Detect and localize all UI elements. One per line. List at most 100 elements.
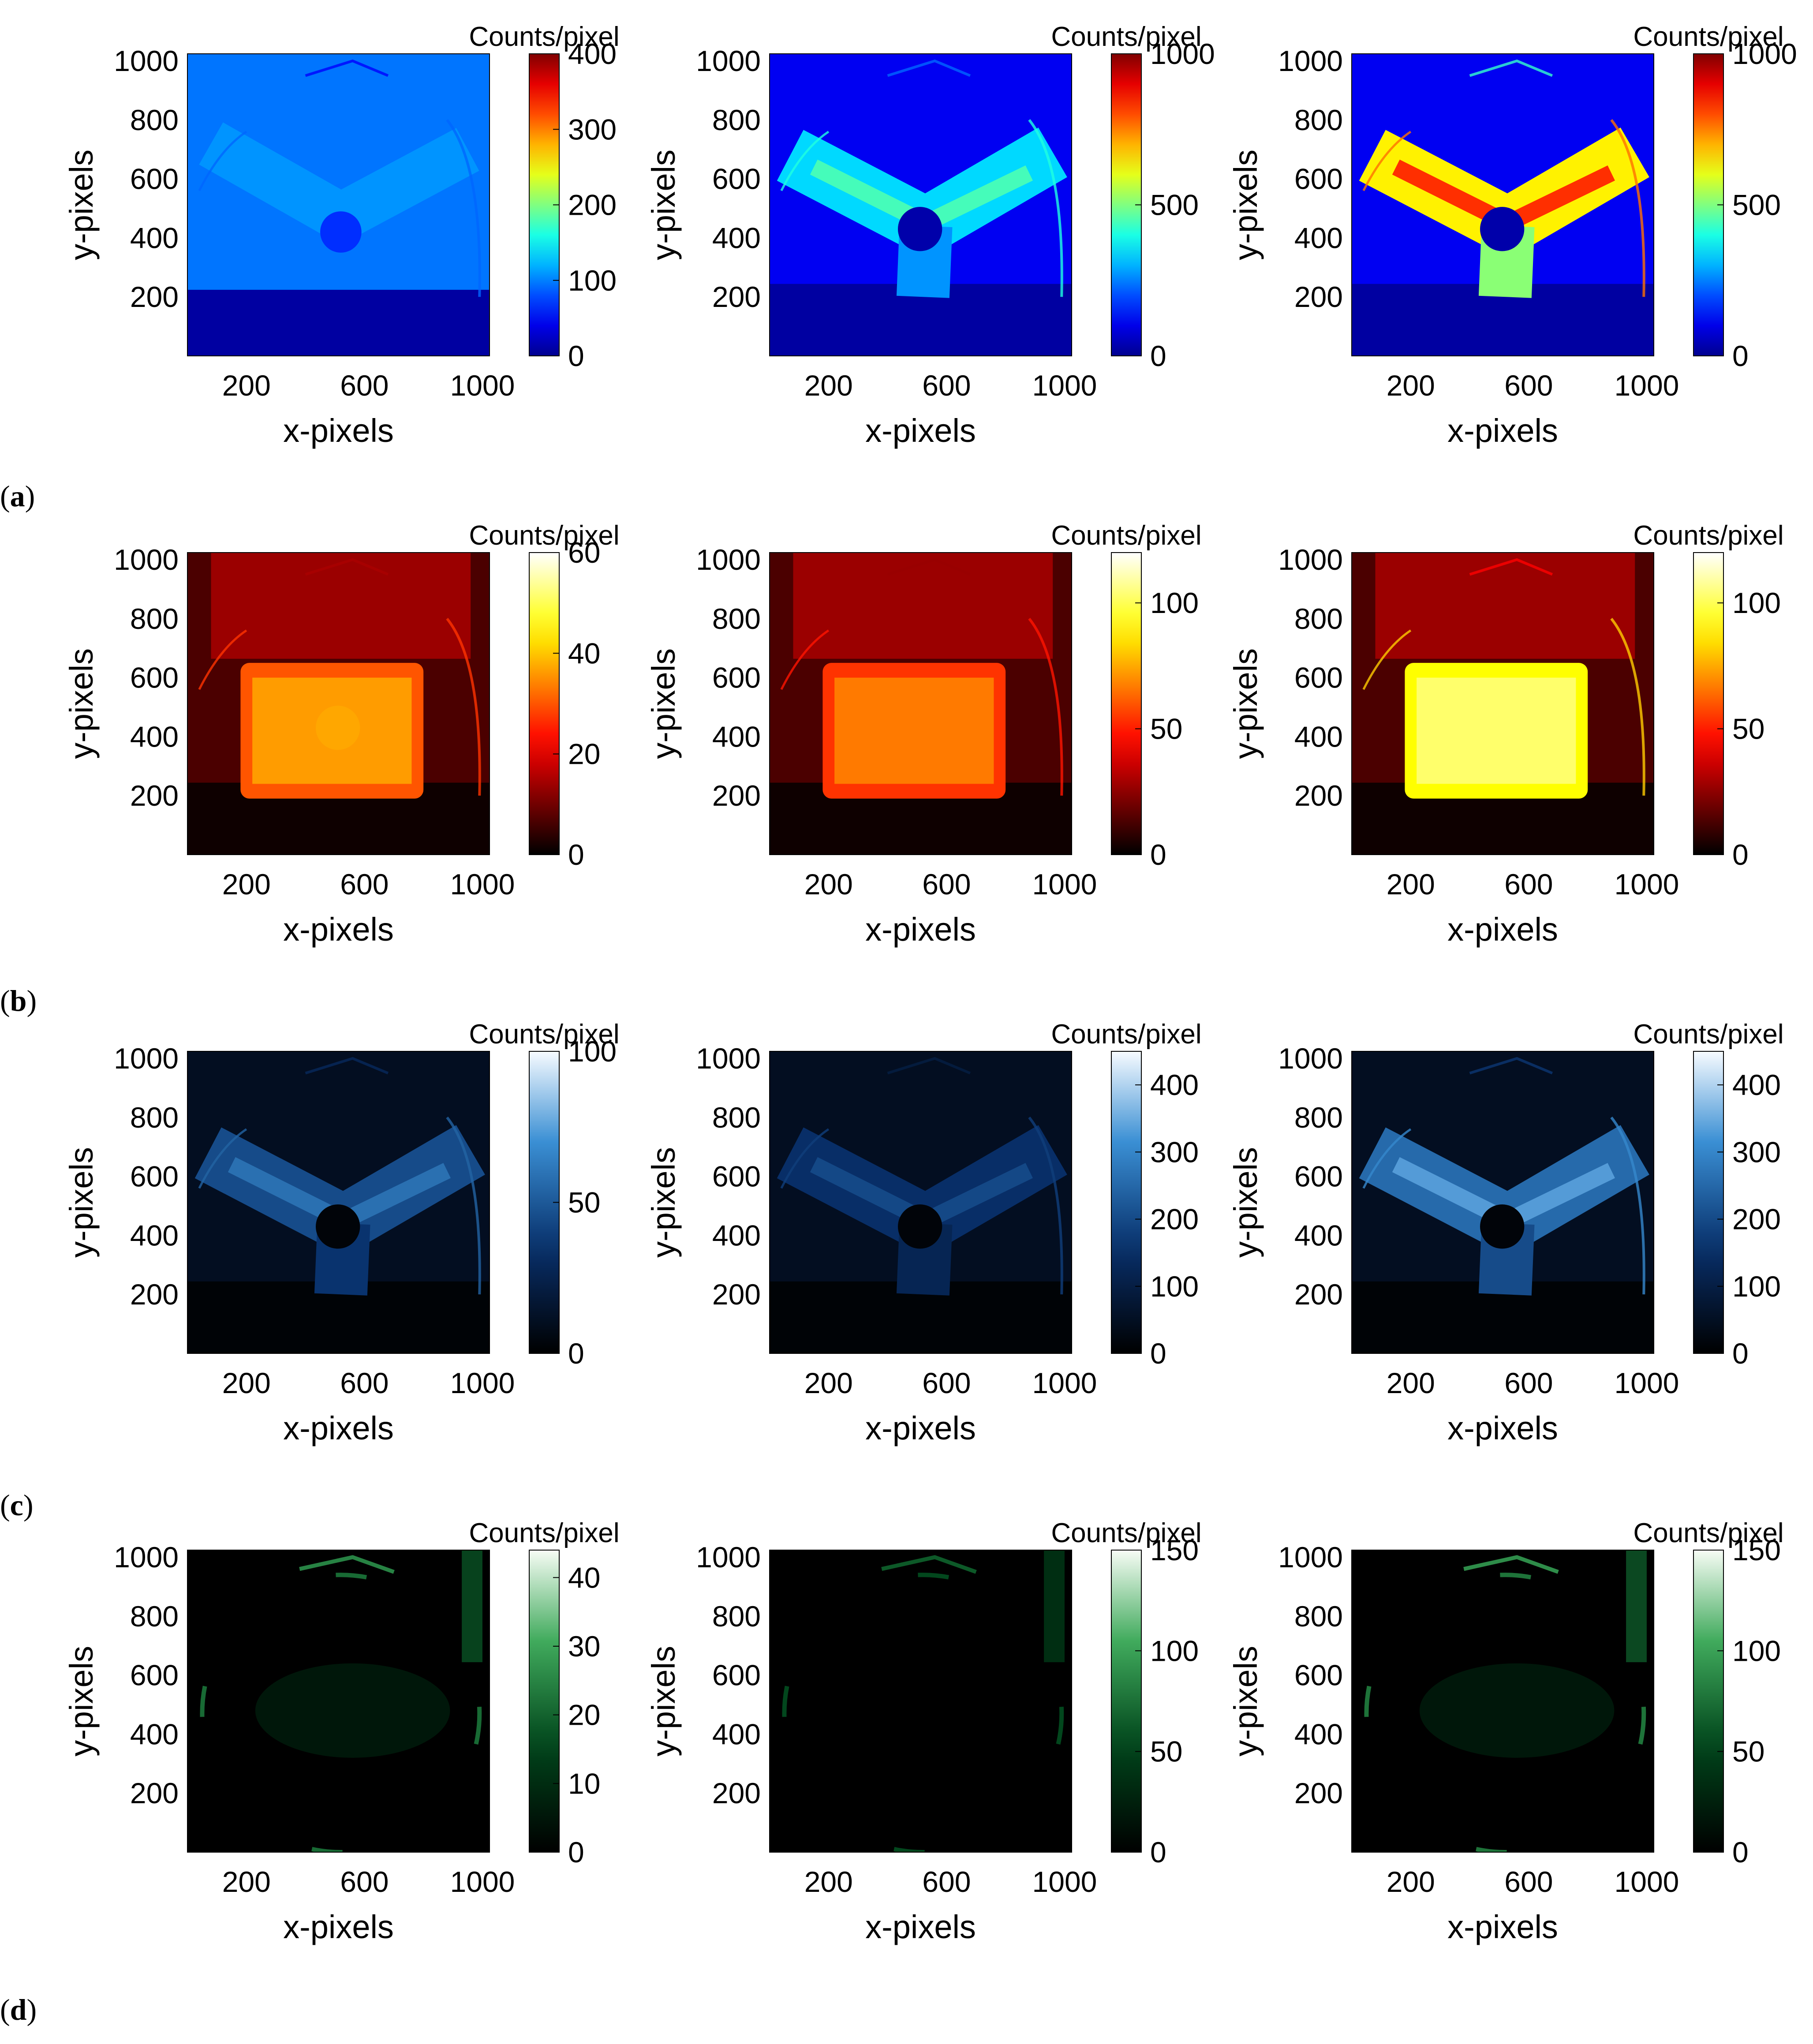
heatmap-panel-c-3: 200 600 10002004006008001000x-pixelsy-pixe… [1227, 1019, 1784, 1446]
x-tick-label: 1000 [450, 369, 515, 402]
heatmap-image [770, 54, 1072, 356]
y-tick-label: 400 [712, 1718, 761, 1750]
colorbar-tick-label: 30 [568, 1630, 600, 1663]
colorbar-tick-label: 400 [568, 37, 617, 70]
y-tick-label: 800 [712, 1101, 761, 1134]
x-tick-label: 1000 [450, 1865, 515, 1898]
colorbar-tick-label: 300 [568, 113, 617, 146]
y-axis-label: y-pixels [1227, 149, 1264, 260]
y-tick-label: 200 [130, 1278, 179, 1311]
plot-frame [187, 1550, 490, 1853]
y-tick-label: 600 [712, 1160, 761, 1193]
heatmap-panel-a-2: 200 600 1000 200 400 600 800 1000 x-pixels y-pixe… [645, 22, 1215, 449]
y-axis-label: y-pixels [1227, 1147, 1264, 1258]
y-tick-label: 400 [130, 221, 179, 254]
y-tick-label: 200 [1294, 280, 1343, 313]
colorbar [1693, 1051, 1724, 1354]
y-tick-label: 1000 [1278, 45, 1343, 77]
colorbar-tick-label: 0 [1150, 838, 1166, 871]
y-tick-label: 600 [130, 163, 179, 195]
heatmap-panel-b-1: 200 600 10002004006008001000x-pixelsy-pixe… [63, 520, 620, 948]
x-axis-label: x-pixels [1447, 1410, 1558, 1446]
x-tick-label: 600 [340, 868, 389, 901]
x-tick-label: 600 [922, 369, 971, 402]
colorbar-tick-label: 40 [568, 1561, 600, 1594]
colorbar-tick-label: 0 [568, 340, 584, 372]
x-tick-label: 1000 [450, 868, 515, 901]
x-axis-label: x-pixels [283, 1410, 394, 1446]
x-tick-label: 600 [1504, 1367, 1553, 1399]
y-tick-label: 400 [1294, 1219, 1343, 1252]
x-tick-label: 200 [222, 868, 271, 901]
y-tick-label: 600 [712, 661, 761, 694]
colorbar-tick-label: 0 [1150, 340, 1166, 372]
colorbar-tick-label: 50 [568, 1186, 600, 1219]
y-tick-label: 600 [1294, 163, 1343, 195]
x-tick-label: 1000 [1615, 1865, 1679, 1898]
colorbar-tick-label: 100 [1150, 587, 1199, 619]
colorbar [1111, 1051, 1142, 1354]
colorbar [1111, 1550, 1142, 1853]
y-axis-label: y-pixels [63, 1147, 100, 1258]
y-tick-label: 800 [130, 104, 179, 136]
y-tick-label: 600 [130, 1160, 179, 1193]
x-tick-label: 200 [804, 868, 853, 901]
colorbar-title: Counts/pixel [469, 520, 619, 551]
x-tick-label: 600 [340, 369, 389, 402]
colorbar-tick-label: 300 [1150, 1136, 1199, 1168]
heatmap-image [187, 54, 490, 356]
y-tick-label: 800 [1294, 1101, 1343, 1134]
y-tick-label: 1000 [114, 45, 179, 77]
colorbar-tick-label: 0 [1150, 1337, 1166, 1370]
heatmap-image [187, 1051, 490, 1353]
y-tick-label: 200 [712, 1278, 761, 1311]
y-tick-label: 1000 [114, 543, 179, 576]
y-tick-label: 400 [1294, 1718, 1343, 1750]
colorbar-tick-label: 100 [568, 264, 617, 297]
heatmap-image [770, 553, 1072, 855]
heatmap-image [1352, 54, 1654, 356]
plot-frame [769, 1051, 1072, 1354]
heatmap-panel-b-2: 200 600 10002004006008001000x-pixelsy-pixe… [645, 520, 1202, 948]
x-tick-label: 200 [1387, 868, 1435, 901]
colorbar-tick-label: 200 [1732, 1203, 1781, 1236]
colorbar-tick-label: 50 [1732, 1735, 1764, 1768]
colorbar-tick-label: 0 [1732, 1337, 1749, 1370]
heatmap-panel-d-1: 200 600 10002004006008001000x-pixelsy-pixe… [63, 1518, 620, 1945]
plot-frame [1351, 1051, 1654, 1354]
y-tick-label: 600 [130, 1659, 179, 1692]
colorbar-tick-label: 0 [1732, 838, 1749, 871]
colorbar-tick-label: 0 [568, 1337, 584, 1370]
y-tick-label: 200 [1294, 1278, 1343, 1311]
y-tick-label: 600 [1294, 1659, 1343, 1692]
heatmap-panel-c-2: 200 600 10002004006008001000x-pixelsy-pixe… [645, 1019, 1202, 1446]
y-tick-label: 800 [1294, 1600, 1343, 1633]
colorbar-tick-label: 100 [1732, 1634, 1781, 1667]
x-axis-label: x-pixels [1447, 412, 1558, 449]
heatmap-panel-c-1: 200 600 10002004006008001000x-pixelsy-pixe… [63, 1019, 620, 1446]
colorbar [1111, 552, 1142, 855]
y-tick-label: 1000 [1278, 543, 1343, 576]
y-tick-label: 800 [712, 104, 761, 136]
y-tick-label: 200 [130, 779, 179, 812]
x-tick-label: 600 [1504, 369, 1553, 402]
y-tick-label: 200 [130, 1777, 179, 1809]
y-axis-label: y-pixels [63, 648, 100, 759]
colorbar-tick-label: 50 [1732, 713, 1764, 745]
heatmap-panel-b-3: 200 600 10002004006008001000x-pixelsy-pixe… [1227, 520, 1784, 948]
x-axis-label: x-pixels [865, 911, 976, 948]
y-tick-label: 1000 [696, 1541, 761, 1573]
colorbar-tick-label: 100 [568, 1035, 617, 1068]
x-tick-label: 200 [1387, 1865, 1435, 1898]
x-tick-label: 200 [1387, 1367, 1435, 1399]
colorbar-tick-label: 20 [568, 1699, 600, 1731]
x-tick-label: 200 [804, 1367, 853, 1399]
x-tick-label: 1000 [1032, 1865, 1097, 1898]
y-axis-label: y-pixels [645, 1646, 682, 1756]
y-tick-label: 1000 [696, 1042, 761, 1075]
y-axis-label: y-pixels [1227, 648, 1264, 759]
y-tick-label: 800 [130, 1101, 179, 1134]
plot-frame [187, 552, 490, 855]
x-tick-label: 1000 [1615, 369, 1679, 402]
y-tick-label: 800 [130, 602, 179, 635]
